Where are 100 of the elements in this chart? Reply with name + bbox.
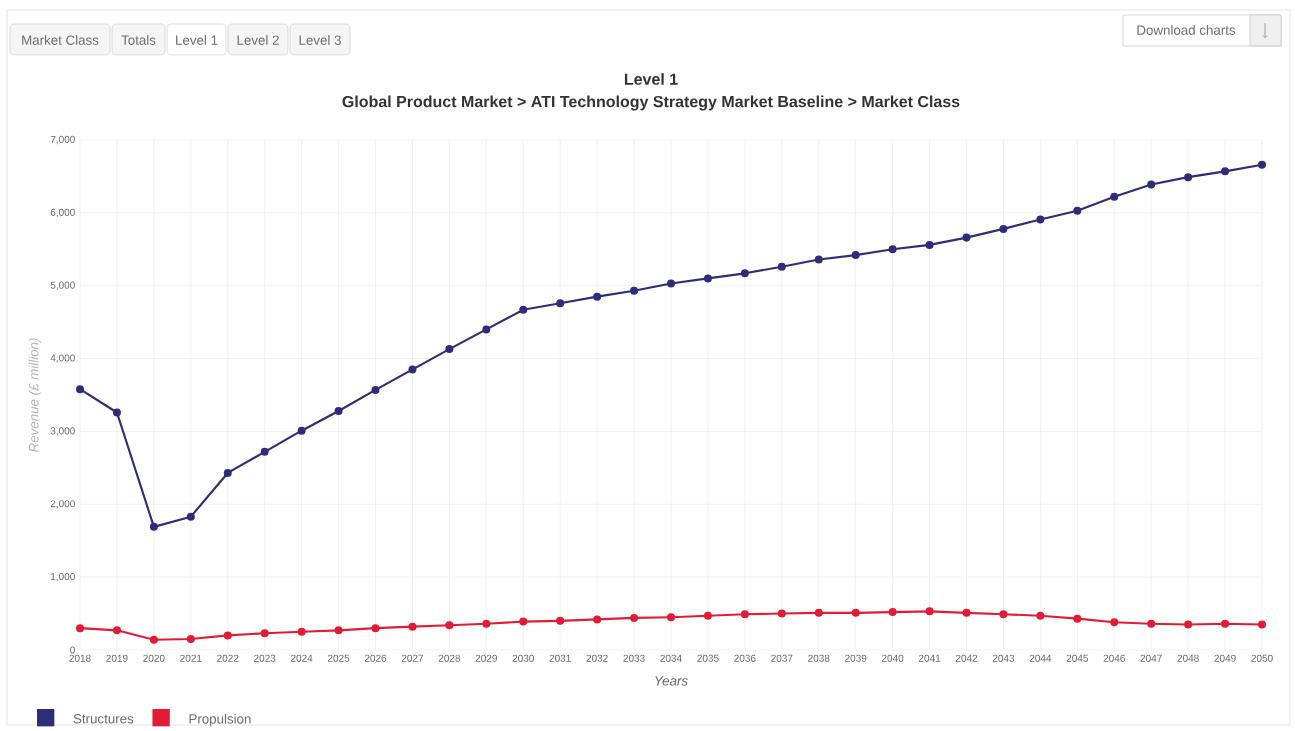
x-tick-label: 2040 — [882, 654, 904, 662]
point — [925, 607, 934, 616]
x-tick-label: 2042 — [955, 654, 978, 662]
x-tick-label: 2022 — [217, 654, 239, 662]
point — [223, 631, 232, 640]
y-tick-label: 6,000 — [50, 208, 75, 217]
point — [334, 407, 343, 416]
x-tick-label: 2019 — [106, 654, 128, 662]
y-axis-title: Revenue (£ million) — [28, 338, 42, 453]
text: Level 2 — [237, 35, 279, 45]
point — [149, 522, 158, 531]
point — [1184, 173, 1193, 182]
point — [482, 619, 491, 628]
point — [482, 325, 491, 334]
point — [297, 627, 306, 636]
point — [667, 279, 676, 288]
point — [1036, 611, 1045, 620]
point — [334, 626, 343, 635]
legend-label: Structures — [73, 714, 134, 724]
point — [1036, 215, 1045, 224]
point — [999, 610, 1008, 619]
legend-label: Propulsion — [189, 713, 251, 727]
point — [851, 251, 860, 260]
point — [962, 233, 971, 242]
x-tick-label: 2041 — [918, 654, 941, 662]
x-tick-label: 2036 — [734, 654, 756, 662]
point — [556, 616, 565, 625]
text: Download charts — [1137, 25, 1236, 35]
x-tick-label: 2038 — [808, 654, 830, 662]
y-tick-label: 3,000 — [50, 427, 75, 436]
point — [1110, 618, 1119, 627]
point — [851, 608, 860, 617]
point — [1147, 180, 1156, 189]
point — [1147, 619, 1156, 628]
point — [297, 426, 306, 435]
point — [408, 622, 417, 631]
point — [630, 286, 639, 295]
point — [112, 408, 121, 417]
point — [76, 385, 85, 394]
y-tick-label: 0 — [70, 646, 75, 654]
x-tick-label: 2046 — [1103, 654, 1125, 662]
point — [1073, 206, 1082, 215]
point — [740, 610, 749, 619]
y-tick-label: 7,000 — [50, 135, 75, 145]
x-tick-label: 2045 — [1066, 654, 1089, 662]
chart-subtitle: Global Product Market > ATI Technology Strategy Market Baseline > Market Class — [342, 95, 960, 111]
point — [999, 224, 1008, 233]
point — [1221, 167, 1230, 176]
x-axis-title: Years — [655, 676, 688, 686]
x-tick-label: 2029 — [475, 654, 497, 662]
x-tick-label: 2033 — [623, 654, 645, 662]
point — [408, 365, 417, 374]
point — [519, 617, 528, 626]
text: Market Class — [22, 35, 99, 45]
x-tick-label: 2049 — [1214, 654, 1236, 662]
x-tick-label: 2034 — [660, 654, 682, 662]
point — [223, 468, 232, 477]
y-tick-label: 2,000 — [50, 500, 75, 509]
x-tick-label: 2039 — [845, 654, 867, 662]
point — [703, 611, 712, 620]
point — [703, 274, 712, 283]
x-tick-label: 2032 — [586, 654, 608, 662]
y-tick-label: 1,000 — [51, 573, 75, 582]
point — [186, 635, 195, 644]
x-tick-label: 2018 — [69, 654, 91, 662]
x-tick-label: 2030 — [512, 654, 534, 662]
y-tick-label: 4,000 — [50, 354, 75, 363]
point — [925, 240, 934, 249]
text: Level 3 — [299, 35, 341, 45]
x-tick-label: 2020 — [143, 654, 165, 662]
x-tick-label: 2048 — [1177, 654, 1199, 662]
point — [1184, 620, 1193, 629]
point — [371, 624, 380, 633]
point — [814, 608, 823, 617]
point — [186, 512, 195, 521]
x-tick-label: 2050 — [1251, 654, 1273, 662]
x-tick-label: 2028 — [438, 654, 461, 662]
point — [1221, 619, 1230, 628]
point — [149, 635, 158, 644]
point — [260, 629, 269, 638]
point — [1258, 620, 1267, 629]
x-tick-label: 2047 — [1140, 654, 1162, 662]
point — [1258, 160, 1267, 169]
x-tick-label: 2023 — [254, 654, 276, 662]
point — [593, 292, 602, 301]
x-tick-label: 2027 — [401, 654, 424, 662]
point — [556, 299, 565, 308]
point — [888, 245, 897, 254]
y-tick-label: 5,000 — [50, 281, 75, 290]
point — [519, 305, 528, 314]
x-tick-label: 2026 — [364, 654, 387, 662]
point — [260, 447, 269, 456]
point — [777, 262, 786, 271]
point — [445, 345, 454, 354]
text: Totals — [121, 35, 156, 45]
chart-title: Level 1 — [624, 73, 678, 85]
point — [1073, 614, 1082, 623]
point — [888, 608, 897, 617]
point — [740, 269, 749, 278]
point — [593, 615, 602, 624]
